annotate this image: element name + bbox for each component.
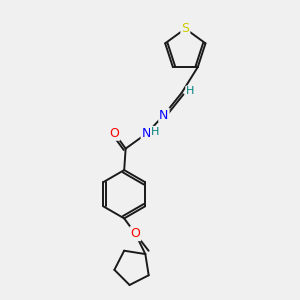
Text: N: N	[159, 109, 169, 122]
Text: H: H	[186, 86, 195, 97]
Text: N: N	[142, 127, 151, 140]
Text: O: O	[130, 227, 140, 240]
Text: S: S	[181, 22, 189, 35]
Text: O: O	[110, 127, 119, 140]
Text: H: H	[151, 127, 159, 137]
